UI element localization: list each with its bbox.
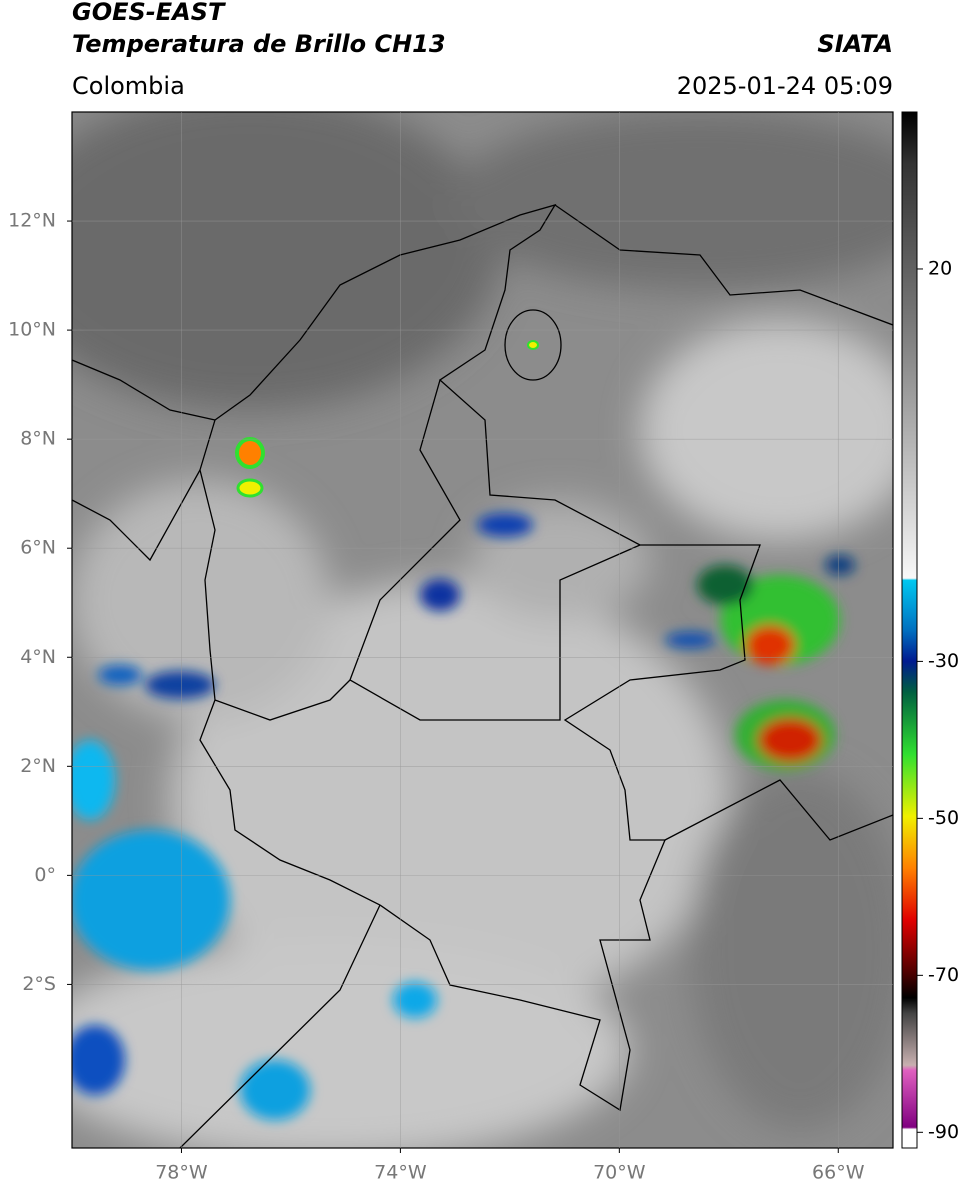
colorbar-tick-label: -90 — [928, 1121, 959, 1143]
lat-tick-label: 12°N — [8, 210, 56, 232]
lat-tick-label: 0° — [34, 864, 56, 886]
lat-tick-label: 8°N — [20, 428, 56, 450]
lon-tick-label: 66°W — [812, 1162, 865, 1184]
product: Temperatura de Brillo CH13 — [72, 30, 446, 58]
colorbar-tick-label: 20 — [928, 257, 952, 279]
datetime: 2025-01-24 05:09 — [677, 72, 893, 100]
lat-tick-label: 2°N — [20, 755, 56, 777]
colorbar — [901, 111, 918, 1149]
map-frame — [71, 111, 894, 1149]
colorbar-tick-label: -70 — [928, 964, 959, 986]
lat-tick-label: 10°N — [8, 319, 56, 341]
lon-tick-label: 74°W — [374, 1162, 427, 1184]
lon-tick-label: 70°W — [593, 1162, 646, 1184]
lat-tick-label: 2°S — [22, 973, 56, 995]
lat-tick-label: 6°N — [20, 537, 56, 559]
lat-tick-label: 4°N — [20, 646, 56, 668]
satellite-image — [72, 112, 893, 1148]
lon-tick-label: 78°W — [155, 1162, 208, 1184]
source: SIATA — [817, 30, 893, 58]
satellite: GOES-EAST — [72, 0, 226, 26]
colorbar-tick-label: -30 — [928, 650, 959, 672]
colorbar-tick-label: -50 — [928, 807, 959, 829]
region: Colombia — [72, 72, 185, 100]
